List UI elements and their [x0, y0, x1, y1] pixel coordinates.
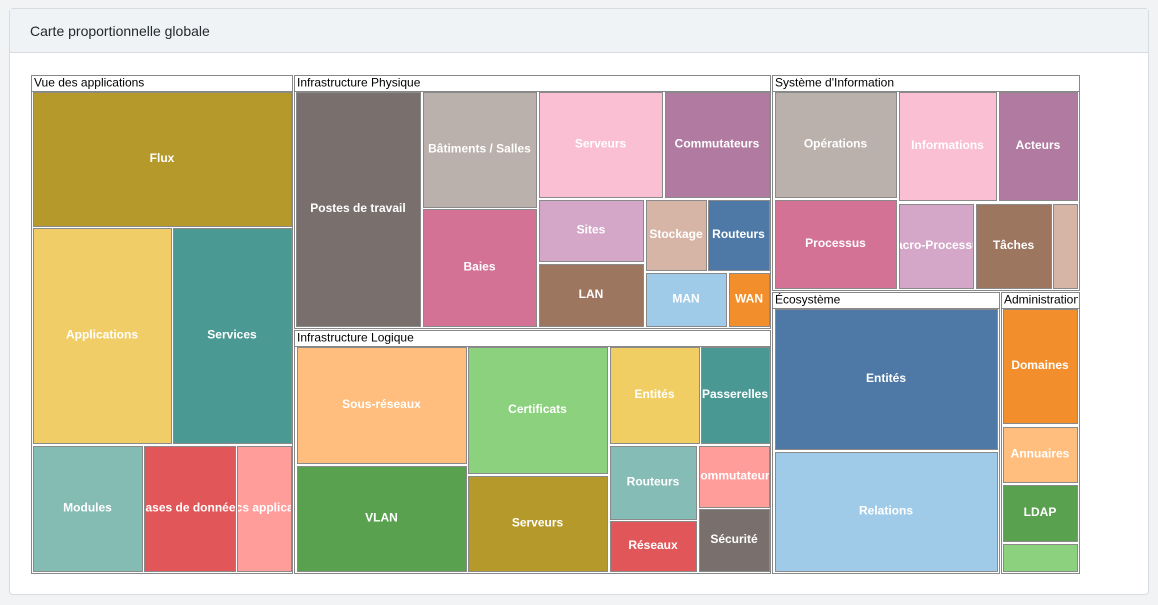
tile: [539, 92, 663, 198]
tile-label: VLAN: [365, 511, 398, 525]
tile: [33, 92, 292, 227]
tile: [144, 446, 236, 572]
tile-label: Opérations: [804, 137, 868, 151]
group-title: Vue des applications: [34, 76, 144, 90]
tile-label: Sécurité: [710, 532, 758, 546]
tile: [729, 273, 770, 327]
tile: [646, 200, 707, 271]
tile: [899, 92, 997, 201]
tile-label: Annuaires: [1011, 447, 1070, 461]
tile-label: Services: [207, 328, 257, 342]
tile-label: Domaines: [1011, 358, 1069, 372]
tile-label: Flux: [150, 151, 175, 165]
tile: [610, 521, 697, 572]
tile: [468, 347, 608, 474]
tile: [899, 204, 974, 289]
tile-label: WAN: [735, 292, 763, 306]
tile: [775, 200, 897, 289]
group-title: Écosystème: [775, 292, 841, 307]
tile: [701, 347, 770, 444]
tile: [539, 200, 644, 262]
tile: [610, 347, 700, 444]
group-title: Infrastructure Logique: [297, 331, 414, 345]
tile-label: Routeurs: [627, 475, 680, 489]
tile-label: Commutateurs: [675, 137, 760, 151]
tile: [296, 92, 421, 327]
tile-label: Baies: [463, 260, 495, 274]
tile: [976, 204, 1052, 289]
group-title: Infrastructure Physique: [297, 76, 421, 90]
tile: [610, 446, 697, 520]
tile-label: Acteurs: [1016, 138, 1061, 152]
tile: [775, 309, 998, 450]
tile: [297, 347, 467, 464]
tile: [33, 228, 172, 444]
tile: [775, 92, 897, 198]
tile-label: Entités: [866, 371, 906, 385]
tile-label: Entités: [634, 387, 674, 401]
tile: [173, 228, 292, 444]
tile-label: Sous-réseaux: [342, 397, 421, 411]
tile: [423, 92, 537, 208]
tile-label: Modules: [63, 501, 112, 515]
tile: [699, 446, 770, 508]
tile: [1003, 485, 1078, 542]
tile: [33, 446, 143, 572]
tile: [468, 476, 608, 572]
group-title: Système d'Information: [775, 76, 894, 90]
tile: [1053, 204, 1078, 289]
tile-label: Processus: [805, 236, 866, 250]
tile-label: Blocs applicatifs: [216, 501, 312, 515]
group-title: Administration: [1004, 293, 1080, 307]
tile-label: Postes de travail: [310, 201, 405, 215]
tile: [297, 466, 467, 572]
tile-label: Macro-Processus: [886, 238, 986, 252]
tile: [699, 509, 770, 572]
tile: [1003, 427, 1078, 483]
tile: [1003, 544, 1078, 572]
tile-label: Relations: [859, 504, 913, 518]
tile: [1003, 309, 1078, 424]
tile-label: LDAP: [1024, 505, 1057, 519]
tile: [646, 273, 727, 327]
tile-label: Bases de données: [137, 501, 243, 515]
tile: [708, 200, 770, 271]
tile-label: Informations: [911, 138, 984, 152]
tile: [775, 452, 998, 572]
card-title: Carte proportionnelle globale: [10, 9, 1148, 53]
tile-label: Tâches: [993, 238, 1035, 252]
tile-label: Commutateurs: [692, 469, 777, 483]
tile-label: Sites: [577, 223, 606, 237]
tile: [237, 446, 292, 572]
tile-label: Certificats: [508, 402, 567, 416]
tile-label: Serveurs: [575, 137, 627, 151]
tile-label: Applications: [66, 328, 138, 342]
tile-label: Bâtiments / Salles: [428, 142, 531, 156]
tile-label: Serveurs: [512, 516, 564, 530]
tile: [539, 264, 644, 327]
tile: [423, 209, 537, 327]
tile: [665, 92, 770, 198]
tile-label: Routeurs: [712, 227, 765, 241]
tile: [999, 92, 1078, 201]
tile-label: MAN: [672, 292, 699, 306]
tile-label: LAN: [579, 287, 604, 301]
tile-label: Réseaux: [628, 538, 678, 552]
tile-label: Passerelles: [702, 387, 768, 401]
tile-label: Stockage: [649, 227, 703, 241]
